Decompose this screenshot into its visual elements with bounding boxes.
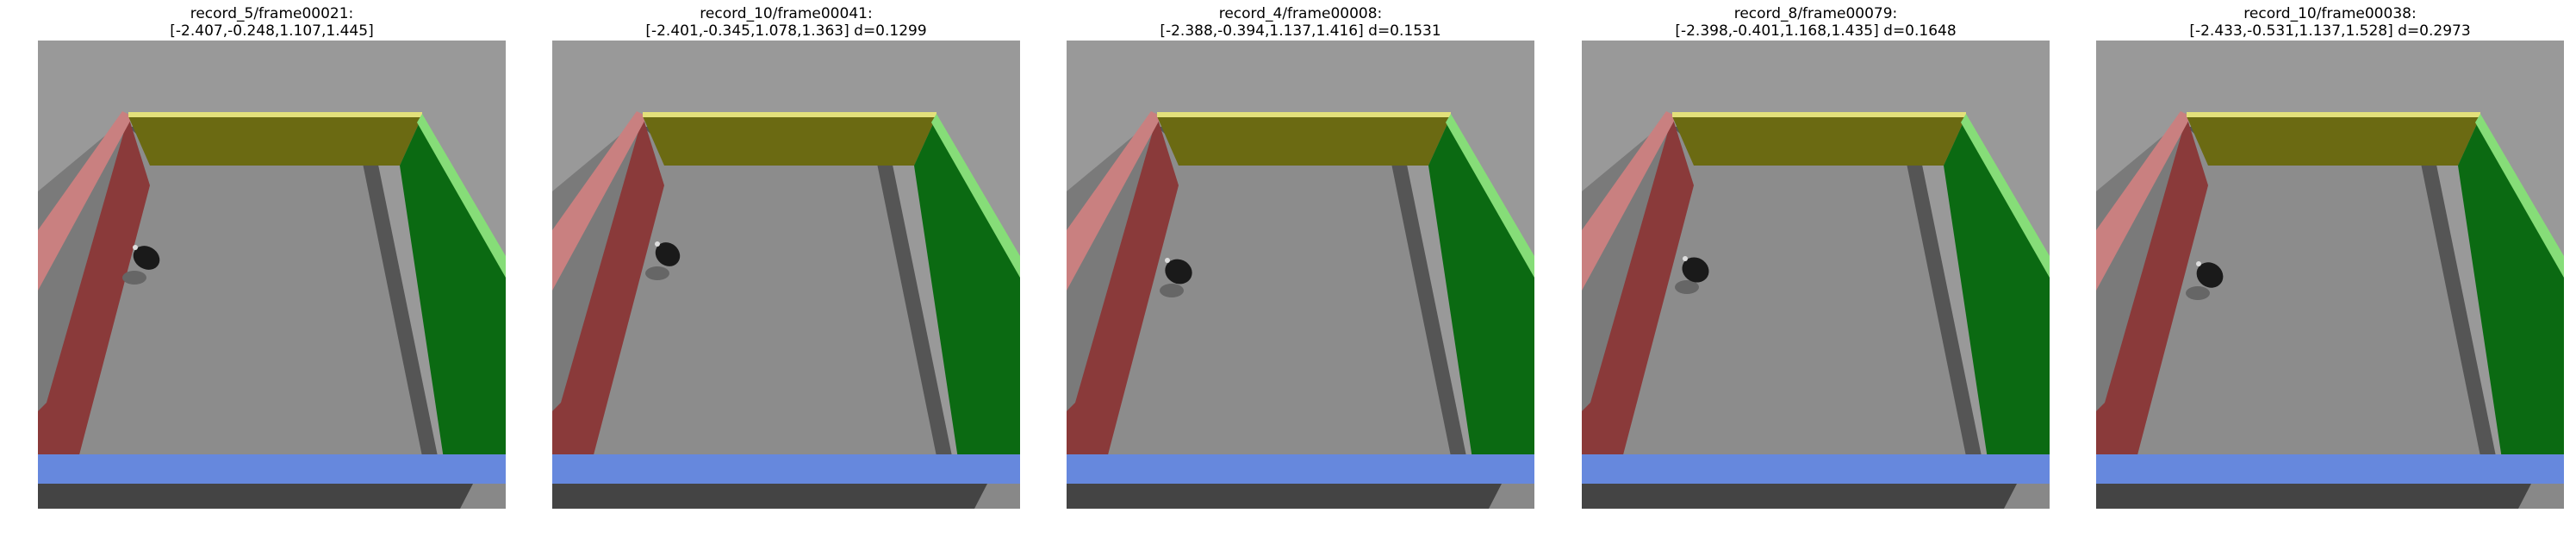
- figure-panel-2: record_10/frame00041: [-2.401,-0.345,1.0…: [552, 0, 1020, 538]
- panel-title: record_5/frame00021: [-2.407,-0.248,1.10…: [38, 5, 506, 40]
- panel-record-label: record_10/frame00038:: [2243, 5, 2417, 22]
- figure-panel-5: record_10/frame00038: [-2.433,-0.531,1.1…: [2096, 0, 2564, 538]
- panel-record-label: record_4/frame00008:: [1218, 5, 1383, 22]
- panel-coords-label: [-2.388,-0.394,1.137,1.416] d=0.1531: [1160, 22, 1441, 40]
- robot-marker: [1682, 256, 1709, 283]
- figure-panel-3: record_4/frame00008: [-2.388,-0.394,1.13…: [1067, 0, 1534, 538]
- arena-scene-image: [1067, 41, 1534, 509]
- robot-marker: [133, 245, 160, 270]
- panel-record-label: record_10/frame00041:: [700, 5, 873, 22]
- arena-scene-image: [38, 41, 506, 509]
- robot-marker: [655, 241, 681, 266]
- panel-title: record_8/frame00079: [-2.398,-0.401,1.16…: [1582, 5, 2050, 40]
- panel-title: record_10/frame00038: [-2.433,-0.531,1.1…: [2096, 5, 2564, 40]
- panel-title: record_4/frame00008: [-2.388,-0.394,1.13…: [1067, 5, 1534, 40]
- panel-coords-label: [-2.398,-0.401,1.168,1.435] d=0.1648: [1675, 22, 1957, 40]
- panel-title: record_10/frame00041: [-2.401,-0.345,1.0…: [552, 5, 1020, 40]
- panel-coords-label: [-2.407,-0.248,1.107,1.445]: [170, 22, 374, 40]
- figure-panel-4: record_8/frame00079: [-2.398,-0.401,1.16…: [1582, 0, 2050, 538]
- robot-marker: [1165, 258, 1192, 285]
- arena-scene-image: [1582, 41, 2050, 509]
- figure-panel-1: record_5/frame00021: [-2.407,-0.248,1.10…: [38, 0, 506, 538]
- arena-scene-image: [2096, 41, 2564, 509]
- panel-coords-label: [-2.401,-0.345,1.078,1.363] d=0.1299: [645, 22, 927, 40]
- robot-marker: [2196, 261, 2224, 288]
- panel-record-label: record_5/frame00021:: [190, 5, 354, 22]
- panel-record-label: record_8/frame00079:: [1733, 5, 1898, 22]
- arena-scene-image: [552, 41, 1020, 509]
- panel-coords-label: [-2.433,-0.531,1.137,1.528] d=0.2973: [2189, 22, 2471, 40]
